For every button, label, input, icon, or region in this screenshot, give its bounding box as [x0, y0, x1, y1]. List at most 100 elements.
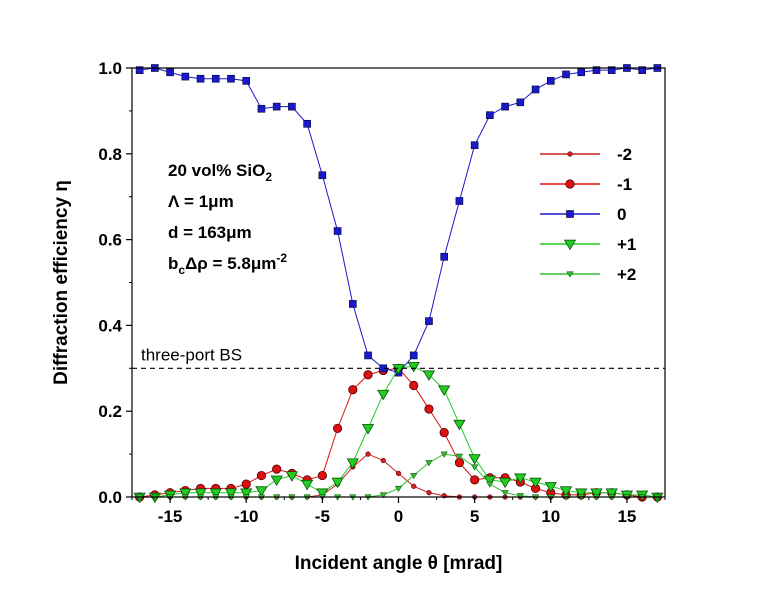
- data-point: [546, 77, 555, 85]
- data-point: [559, 486, 573, 497]
- legend-marker: [563, 239, 577, 251]
- y-tick-label: 0.6: [98, 231, 122, 250]
- series-line: [139, 367, 658, 498]
- data-point: [577, 68, 586, 77]
- data-point: [365, 451, 371, 457]
- series-layer: [133, 64, 664, 504]
- data-point: [303, 119, 311, 128]
- data-point: [529, 477, 542, 489]
- annotation-thickness: d = 163μm: [168, 223, 252, 242]
- y-axis-ticks: 0.0 0.2 0.4 0.6 0.8 1.0: [98, 59, 132, 507]
- data-point: [241, 479, 251, 489]
- legend-item: +1: [540, 235, 636, 254]
- data-point: [531, 85, 540, 94]
- data-point: [240, 488, 253, 499]
- x-axis-title: Incident angle θ [mrad]: [295, 553, 503, 574]
- data-point: [407, 361, 420, 373]
- data-point: [426, 490, 432, 496]
- data-point: [211, 74, 220, 83]
- data-point: [288, 102, 296, 111]
- annotation-composition: 20 vol% SiO2: [168, 161, 272, 184]
- data-point: [227, 74, 235, 83]
- data-point: [411, 483, 417, 489]
- legend-label: 0: [617, 205, 626, 224]
- series-line: [139, 365, 658, 498]
- data-point: [364, 351, 372, 360]
- x-tick-label: 10: [541, 507, 560, 526]
- data-point: [346, 458, 359, 469]
- data-point: [333, 227, 342, 235]
- data-point: [270, 475, 283, 487]
- data-point: [605, 488, 618, 499]
- data-point: [380, 457, 386, 464]
- data-point: [285, 471, 299, 482]
- data-point: [361, 424, 375, 435]
- legend-item: 0: [540, 205, 626, 224]
- data-point: [544, 482, 557, 493]
- data-point: [377, 389, 390, 401]
- data-point: [425, 317, 433, 325]
- annotation-coupling: bcΔρ = 5.8μm-2: [168, 251, 287, 277]
- data-point: [453, 419, 466, 431]
- x-tick-label: 15: [617, 507, 636, 526]
- data-point: [166, 68, 174, 77]
- series-+1: [133, 361, 664, 504]
- data-point: [514, 473, 527, 484]
- data-point: [331, 477, 344, 489]
- x-tick-label: 5: [470, 507, 479, 526]
- data-point: [394, 485, 403, 493]
- data-point: [363, 370, 373, 380]
- x-tick-label: -15: [158, 507, 183, 526]
- data-point: [332, 423, 343, 433]
- data-point: [179, 488, 192, 499]
- data-point: [590, 488, 603, 499]
- data-point: [209, 488, 222, 499]
- data-point: [272, 102, 281, 111]
- legend-marker: [565, 179, 575, 189]
- annotation-grating-period: Λ = 1μm: [168, 192, 234, 211]
- y-axis-title: Diffraction efficiency η: [51, 180, 72, 385]
- data-point: [468, 454, 481, 465]
- legend-item: -2: [540, 145, 632, 164]
- data-point: [256, 470, 267, 481]
- data-point: [194, 488, 207, 499]
- data-point: [486, 481, 494, 488]
- data-point: [379, 492, 387, 499]
- x-axis-ticks: -15 -10 -5 0 5 10 15: [131, 497, 666, 526]
- series-0: [135, 64, 662, 377]
- data-point: [498, 477, 512, 489]
- data-point: [410, 473, 418, 480]
- data-point: [181, 72, 190, 81]
- data-point: [422, 370, 436, 381]
- data-point: [409, 380, 419, 391]
- annotation-block: 20 vol% SiO2 Λ = 1μm d = 163μm bcΔρ = 5.…: [168, 161, 287, 277]
- data-point: [257, 104, 266, 113]
- data-point: [317, 470, 327, 481]
- data-point: [348, 385, 358, 395]
- data-point: [440, 252, 448, 261]
- data-point: [562, 70, 570, 79]
- legend-label: +1: [617, 235, 636, 254]
- legend-marker: [567, 151, 573, 157]
- y-tick-label: 0.4: [98, 316, 122, 335]
- y-tick-label: 0.2: [98, 402, 122, 421]
- legend-item: -1: [540, 175, 632, 194]
- reference-line-label: three-port BS: [141, 345, 242, 364]
- data-point: [471, 464, 479, 471]
- data-point: [439, 428, 449, 438]
- data-point: [135, 66, 144, 74]
- legend-label: +2: [617, 265, 636, 284]
- data-point: [470, 475, 480, 485]
- data-point: [455, 197, 464, 205]
- y-tick-label: 0.0: [98, 488, 122, 507]
- legend-label: -2: [617, 145, 632, 164]
- plot-frame: [131, 67, 666, 498]
- y-tick-label: 1.0: [98, 59, 122, 78]
- data-point: [318, 171, 327, 180]
- data-point: [501, 102, 509, 111]
- data-point: [424, 404, 434, 414]
- data-point: [486, 111, 494, 119]
- data-point: [575, 488, 588, 499]
- legend-label: -1: [617, 175, 632, 194]
